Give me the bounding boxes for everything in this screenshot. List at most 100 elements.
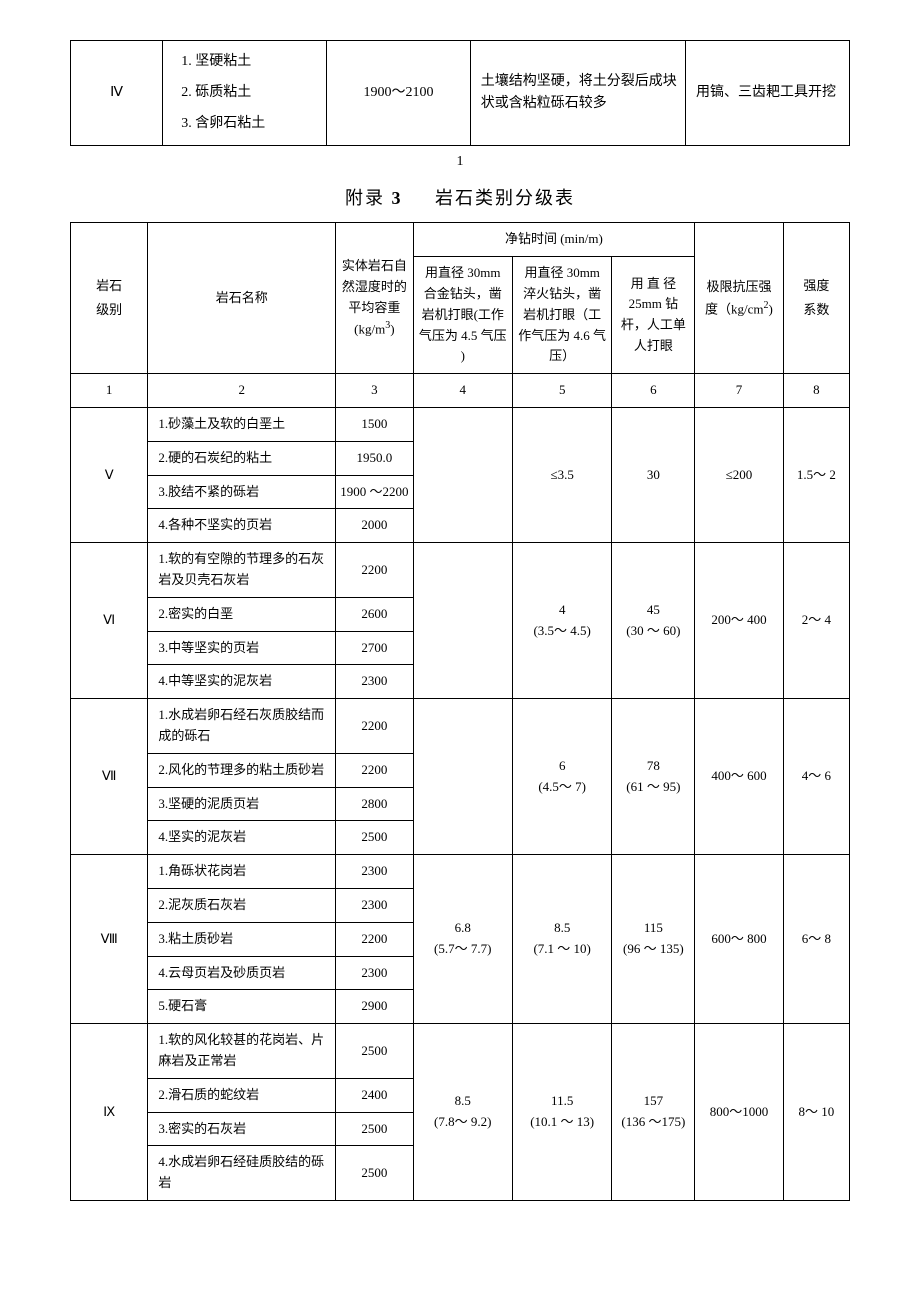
col-drill-time: 净钻时间 (min/m): [413, 223, 695, 257]
soil-level: Ⅳ: [71, 41, 163, 146]
colnum: 6: [612, 374, 695, 408]
rock-name: 2.泥灰质石灰岩: [148, 888, 336, 922]
colnum: 8: [783, 374, 849, 408]
rock-name: 4.坚实的泥灰岩: [148, 821, 336, 855]
soil-names: 1. 坚硬粘土 2. 砾质粘土 3. 含卵石粘土: [163, 41, 327, 146]
soil-tool: 用镐、三齿耙工具开挖: [686, 41, 850, 146]
rock-density: 1900 ～2200: [336, 475, 413, 509]
rock-d1: 8.5 (7.8～ 9.2): [413, 1024, 512, 1201]
rock-density: 2300: [336, 956, 413, 990]
rock-level: Ⅶ: [71, 699, 148, 855]
rock-level: Ⅸ: [71, 1024, 148, 1201]
colnum: 3: [336, 374, 413, 408]
rock-density: 2500: [336, 1112, 413, 1146]
rock-density: 1950.0: [336, 441, 413, 475]
colnum: 2: [148, 374, 336, 408]
col-name: 岩石名称: [148, 223, 336, 374]
rock-name: 2.密实的白垩: [148, 597, 336, 631]
col-d1: 用直径 30mm 合金钻头，凿岩机打眼(工作气压为 4.5 气压 ): [413, 257, 512, 374]
rock-name: 3.坚硬的泥质页岩: [148, 787, 336, 821]
rock-density: 1500: [336, 407, 413, 441]
soil-feature: 土壤结构坚硬，将土分裂后成块状或含粘粒砾石较多: [470, 41, 685, 146]
rock-strength: ≤200: [695, 407, 783, 542]
soil-table: Ⅳ 1. 坚硬粘土 2. 砾质粘土 3. 含卵石粘土 1900～2100 土壤结…: [70, 40, 850, 146]
rock-density: 2300: [336, 888, 413, 922]
rock-d2: 4 (3.5～ 4.5): [512, 543, 611, 699]
rock-name: 3.中等坚实的页岩: [148, 631, 336, 665]
rock-d2: ≤3.5: [512, 407, 611, 542]
rock-coef: 6～ 8: [783, 855, 849, 1024]
rock-name: 3.密实的石灰岩: [148, 1112, 336, 1146]
table-row: Ⅳ 1. 坚硬粘土 2. 砾质粘土 3. 含卵石粘土 1900～2100 土壤结…: [71, 41, 850, 146]
col-strength: 极限抗压强 度（kg/cm2): [695, 223, 783, 374]
rock-density: 2200: [336, 922, 413, 956]
rock-strength: 200～ 400: [695, 543, 783, 699]
rock-d1: [413, 699, 512, 855]
rock-name: 3.粘土质砂岩: [148, 922, 336, 956]
colnum: 1: [71, 374, 148, 408]
table-header-row: 岩石 级别 岩石名称 实体岩石自然湿度时的平均容重(kg/m3) 净钻时间 (m…: [71, 223, 850, 257]
rock-strength: 600～ 800: [695, 855, 783, 1024]
rock-name: 4.各种不坚实的页岩: [148, 509, 336, 543]
page-number: 1: [60, 154, 860, 170]
rock-d3: 30: [612, 407, 695, 542]
rock-d2: 8.5 (7.1 ～ 10): [512, 855, 611, 1024]
rock-density: 2700: [336, 631, 413, 665]
rock-strength: 800～1000: [695, 1024, 783, 1201]
rock-d3: 157 (136 ～175): [612, 1024, 695, 1201]
rock-coef: 8～ 10: [783, 1024, 849, 1201]
soil-density: 1900～2100: [327, 41, 471, 146]
rock-name: 2.风化的节理多的粘土质砂岩: [148, 753, 336, 787]
rock-d3: 115 (96 ～ 135): [612, 855, 695, 1024]
table-row: Ⅶ1.水成岩卵石经石灰质胶结而成的砾石22006 (4.5～ 7)78 (61 …: [71, 699, 850, 754]
rock-density: 2300: [336, 665, 413, 699]
rock-density: 2200: [336, 543, 413, 598]
rock-name: 1.软的风化较甚的花岗岩、片麻岩及正常岩: [148, 1024, 336, 1079]
rock-d3: 45 (30 ～ 60): [612, 543, 695, 699]
rock-coef: 4～ 6: [783, 699, 849, 855]
rock-level: Ⅷ: [71, 855, 148, 1024]
rock-density: 2400: [336, 1078, 413, 1112]
rock-name: 5.硬石膏: [148, 990, 336, 1024]
colnum: 7: [695, 374, 783, 408]
table-row: Ⅵ1.软的有空隙的节理多的石灰岩及贝壳石灰岩22004 (3.5～ 4.5)45…: [71, 543, 850, 598]
rock-density: 2300: [336, 855, 413, 889]
rock-d1: [413, 407, 512, 542]
appendix-title: 附录 3 岩石类别分级表: [60, 184, 860, 210]
rock-name: 1.水成岩卵石经石灰质胶结而成的砾石: [148, 699, 336, 754]
table-colnum-row: 1 2 3 4 5 6 7 8: [71, 374, 850, 408]
col-d2: 用直径 30mm 淬火钻头，凿岩机打眼（工作气压为 4.6 气压）: [512, 257, 611, 374]
rock-density: 2500: [336, 1146, 413, 1201]
rock-name: 3.胶结不紧的砾岩: [148, 475, 336, 509]
rock-d1: 6.8 (5.7～ 7.7): [413, 855, 512, 1024]
rock-density: 2200: [336, 753, 413, 787]
rock-name: 1.角砾状花岗岩: [148, 855, 336, 889]
col-d3: 用 直 径 25mm 钻杆，人工单人打眼: [612, 257, 695, 374]
rock-density: 2900: [336, 990, 413, 1024]
rock-density: 2600: [336, 597, 413, 631]
rock-density: 2500: [336, 1024, 413, 1079]
rock-name: 1.砂藻土及软的白垩土: [148, 407, 336, 441]
rock-strength: 400～ 600: [695, 699, 783, 855]
rock-d3: 78 (61 ～ 95): [612, 699, 695, 855]
rock-density: 2200: [336, 699, 413, 754]
rock-name: 4.云母页岩及砂质页岩: [148, 956, 336, 990]
table-row: Ⅸ1.软的风化较甚的花岗岩、片麻岩及正常岩25008.5 (7.8～ 9.2)1…: [71, 1024, 850, 1079]
rock-table: 岩石 级别 岩石名称 实体岩石自然湿度时的平均容重(kg/m3) 净钻时间 (m…: [70, 222, 850, 1201]
col-density: 实体岩石自然湿度时的平均容重(kg/m3): [336, 223, 413, 374]
rock-density: 2500: [336, 821, 413, 855]
colnum: 5: [512, 374, 611, 408]
rock-level: Ⅴ: [71, 407, 148, 542]
rock-level: Ⅵ: [71, 543, 148, 699]
rock-name: 2.滑石质的蛇纹岩: [148, 1078, 336, 1112]
rock-d1: [413, 543, 512, 699]
table-row: Ⅴ1.砂藻土及软的白垩土1500≤3.530≤2001.5～ 2: [71, 407, 850, 441]
rock-name: 4.水成岩卵石经硅质胶结的砾岩: [148, 1146, 336, 1201]
rock-name: 1.软的有空隙的节理多的石灰岩及贝壳石灰岩: [148, 543, 336, 598]
colnum: 4: [413, 374, 512, 408]
rock-name: 4.中等坚实的泥灰岩: [148, 665, 336, 699]
rock-coef: 2～ 4: [783, 543, 849, 699]
table-row: Ⅷ1.角砾状花岗岩23006.8 (5.7～ 7.7)8.5 (7.1 ～ 10…: [71, 855, 850, 889]
rock-density: 2800: [336, 787, 413, 821]
rock-density: 2000: [336, 509, 413, 543]
